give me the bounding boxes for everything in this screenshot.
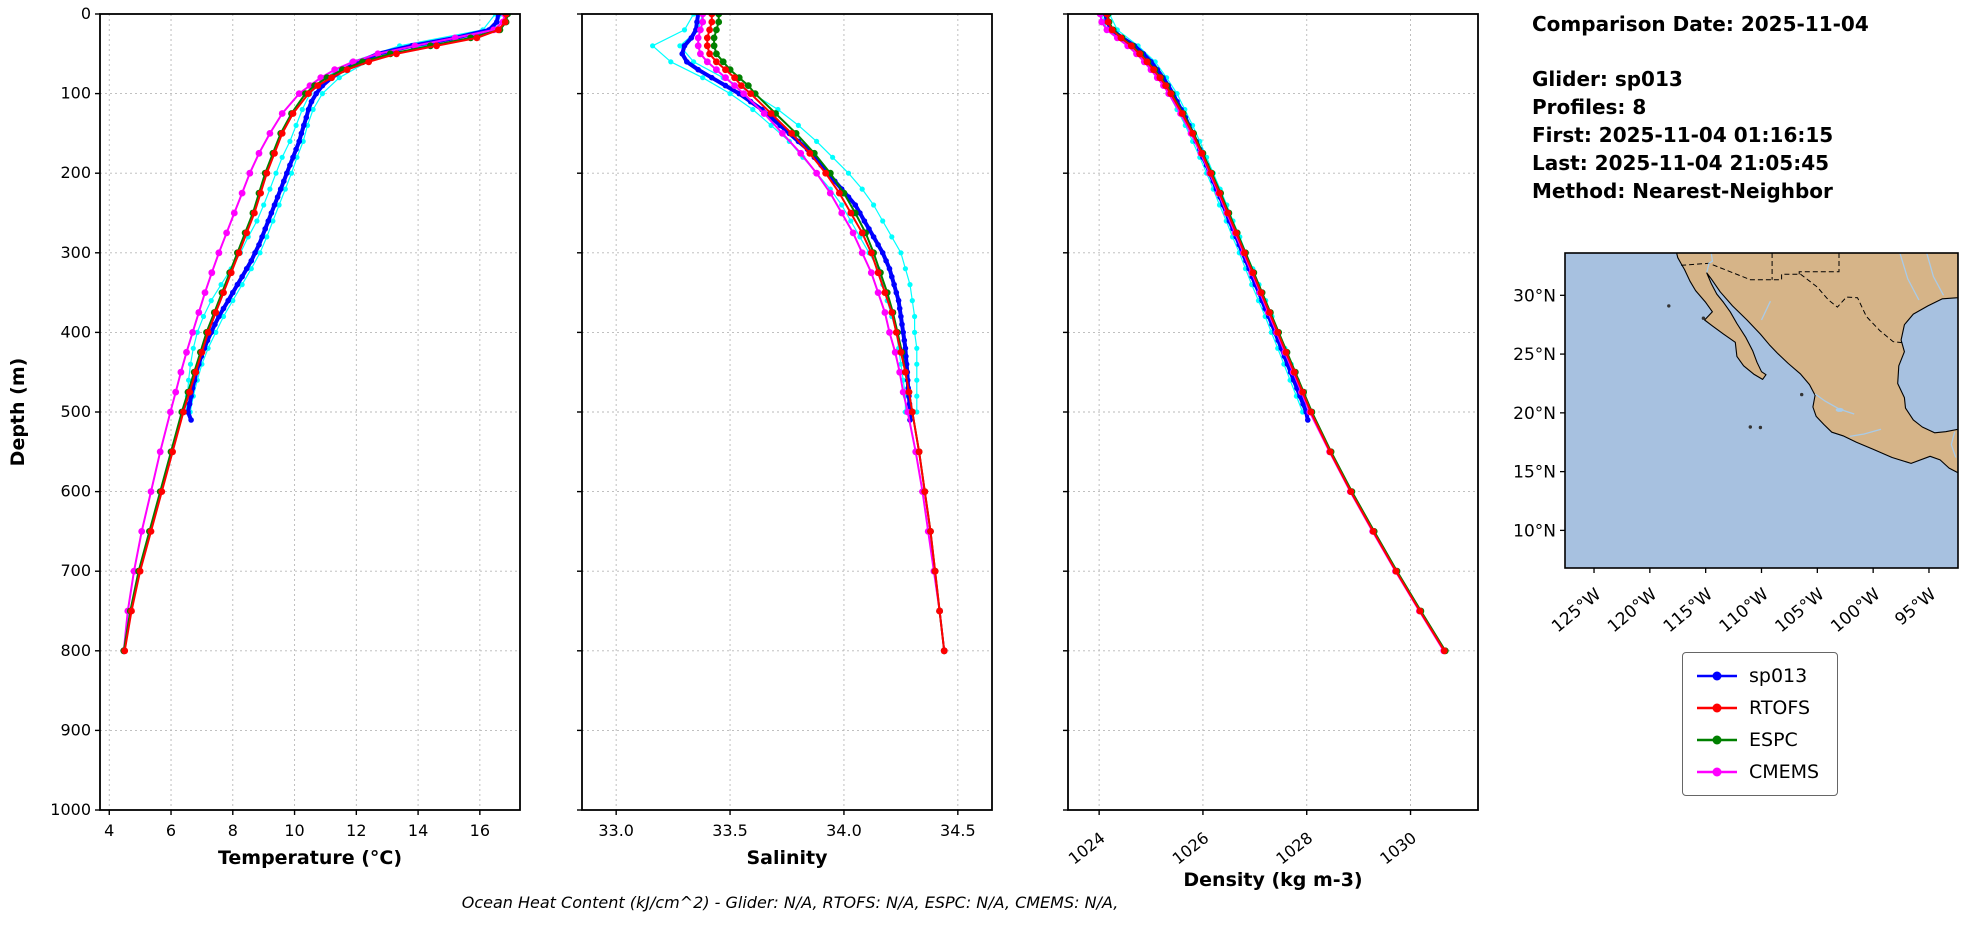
chart-series-area xyxy=(120,14,511,655)
map-river xyxy=(1899,253,1920,301)
map-border xyxy=(1681,262,1905,344)
method-text: Method: Nearest-Neighbor xyxy=(1532,179,1833,203)
map-lon-label: 110°W xyxy=(1716,584,1773,637)
legend-marker-icon xyxy=(1697,671,1737,681)
temperature-profile-chart: 4 6 8 10 12 14 16 0 100 200 300 400 500 600 700 800 900 1… xyxy=(7,4,521,869)
y-tick-label: 0 xyxy=(81,4,91,23)
map-border xyxy=(1798,253,1840,275)
map-river xyxy=(1760,300,1771,321)
legend-item-rtofs: RTOFS xyxy=(1695,697,1819,719)
x-axis-label: Temperature (°C) xyxy=(218,847,402,869)
map-river xyxy=(1926,253,1945,296)
map-island xyxy=(1667,304,1671,308)
series-line-sp013-profile-2 xyxy=(652,14,906,412)
legend-marker-icon xyxy=(1697,735,1737,745)
map-features xyxy=(1667,253,1958,474)
chart-series-area xyxy=(650,14,948,655)
y-axis-label: Depth (m) xyxy=(7,358,29,467)
x-tick-label: 16 xyxy=(470,821,490,840)
map-island xyxy=(1748,425,1752,429)
profiles-count-text: Profiles: 8 xyxy=(1532,95,1647,119)
x-tick-label: 34.0 xyxy=(826,821,862,840)
comparison-date-text: Comparison Date: 2025-11-04 xyxy=(1532,12,1869,36)
last-profile-time-text: Last: 2025-11-04 21:05:45 xyxy=(1532,151,1830,175)
info-spacer xyxy=(1532,38,1972,65)
y-tick-label: 300 xyxy=(60,243,91,262)
map-lat-label: 25°N xyxy=(1513,345,1556,365)
series-line-sp013 xyxy=(1103,14,1310,421)
legend: sp013 RTOFS ESPC CMEMS xyxy=(1682,652,1839,796)
y-tick-label: 100 xyxy=(60,84,91,103)
y-tick-label: 700 xyxy=(60,561,91,580)
x-axis-label: Salinity xyxy=(746,847,828,869)
legend-label: sp013 xyxy=(1749,665,1808,687)
x-tick-label: 1028 xyxy=(1272,828,1316,868)
y-tick-label: 900 xyxy=(60,720,91,739)
y-tick-label: 200 xyxy=(60,163,91,182)
map-river xyxy=(1950,431,1957,458)
map-island xyxy=(1758,425,1763,430)
series-line-sp013-profile-1 xyxy=(679,14,918,412)
map-island xyxy=(1701,316,1706,320)
first-profile-time-text: First: 2025-11-04 01:16:15 xyxy=(1532,123,1834,147)
legend-item-cmems: CMEMS xyxy=(1695,761,1819,783)
x-tick-label: 6 xyxy=(166,821,176,840)
x-axis-label: Density (kg m-3) xyxy=(1183,869,1362,891)
legend-label: CMEMS xyxy=(1749,761,1820,783)
map-island xyxy=(1800,392,1804,397)
y-tick-label: 800 xyxy=(60,641,91,660)
legend-item-sp013: sp013 xyxy=(1695,665,1819,687)
map-river xyxy=(1849,428,1882,438)
series-line-sp013 xyxy=(680,14,912,420)
map-lat-label: 15°N xyxy=(1513,463,1556,483)
series-line-sp013-profile-2 xyxy=(1101,14,1304,413)
map-lat-label: 10°N xyxy=(1513,521,1556,541)
ocean-heat-content-note: Ocean Heat Content (kJ/cm^2) - Glider: N… xyxy=(461,893,1119,912)
map-lon-label: 95°W xyxy=(1891,584,1940,630)
map-river xyxy=(1706,253,1714,273)
y-tick-label: 400 xyxy=(60,322,91,341)
map-lon-label: 120°W xyxy=(1604,584,1661,637)
x-tick-label: 1024 xyxy=(1065,828,1109,868)
series-line-sp013-profile-1 xyxy=(189,14,503,413)
x-tick-label: 1026 xyxy=(1169,828,1213,868)
chart-series-area xyxy=(1096,14,1449,655)
y-tick-label: 500 xyxy=(60,402,91,421)
glider-name-text: Glider: sp013 xyxy=(1532,67,1683,91)
location-map: 30°N 25°N 20°N 15°N 10°N 125°W120°W115°W110°W… xyxy=(1513,252,1959,637)
map-lon-label: 100°W xyxy=(1827,584,1884,637)
map-lat-label: 20°N xyxy=(1513,404,1556,424)
x-tick-label: 12 xyxy=(346,821,366,840)
x-tick-label: 34.5 xyxy=(940,821,976,840)
x-tick-label: 8 xyxy=(228,821,238,840)
x-tick-label: 33.5 xyxy=(712,821,748,840)
legend-label: ESPC xyxy=(1749,729,1798,751)
legend-item-espc: ESPC xyxy=(1695,729,1819,751)
x-tick-label: 10 xyxy=(284,821,304,840)
map-lon-label: 105°W xyxy=(1771,584,1828,637)
info-panel: Comparison Date: 2025-11-04 Glider: sp01… xyxy=(1532,10,1972,205)
map-lake xyxy=(1835,407,1844,412)
x-tick-label: 4 xyxy=(104,821,114,840)
x-tick-label: 33.0 xyxy=(598,821,634,840)
map-land xyxy=(1676,253,1958,474)
map-lon-label: 125°W xyxy=(1548,584,1605,637)
y-tick-label: 600 xyxy=(60,482,91,501)
legend-marker-icon xyxy=(1697,703,1737,713)
salinity-profile-chart: 33.0 33.5 34.0 34.5 Salinity xyxy=(577,13,993,869)
y-tick-label: 1000 xyxy=(50,800,91,819)
x-tick-label: 1030 xyxy=(1376,828,1420,868)
legend-label: RTOFS xyxy=(1749,697,1811,719)
map-lon-label: 115°W xyxy=(1660,584,1717,637)
legend-marker-icon xyxy=(1697,767,1737,777)
x-tick-label: 14 xyxy=(408,821,428,840)
map-lat-label: 30°N xyxy=(1513,286,1556,306)
density-profile-chart: 1024 1026 1028 1030 Density (kg m-3) xyxy=(1063,13,1479,891)
map-river xyxy=(1814,393,1855,415)
